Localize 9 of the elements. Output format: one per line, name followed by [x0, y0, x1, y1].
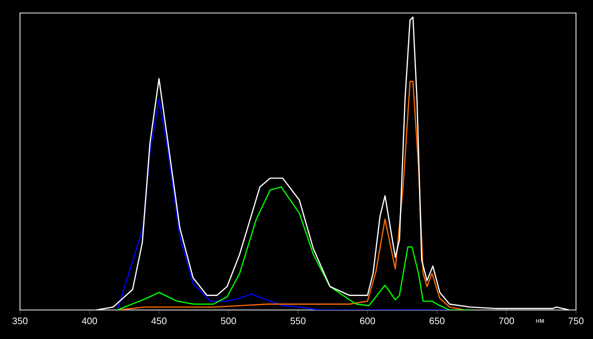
x-tick-label: 400 [82, 318, 98, 324]
x-tick-label: 500 [220, 318, 236, 324]
x-tick-label: 600 [360, 318, 376, 324]
x-tick-label: 450 [151, 318, 167, 324]
x-tick-label: 350 [12, 318, 28, 324]
x-tick-label: 750 [568, 318, 584, 324]
x-tick-label: 700 [499, 318, 514, 324]
x-tick-label: 650 [430, 318, 445, 324]
x-tick-label: 550 [290, 318, 306, 324]
